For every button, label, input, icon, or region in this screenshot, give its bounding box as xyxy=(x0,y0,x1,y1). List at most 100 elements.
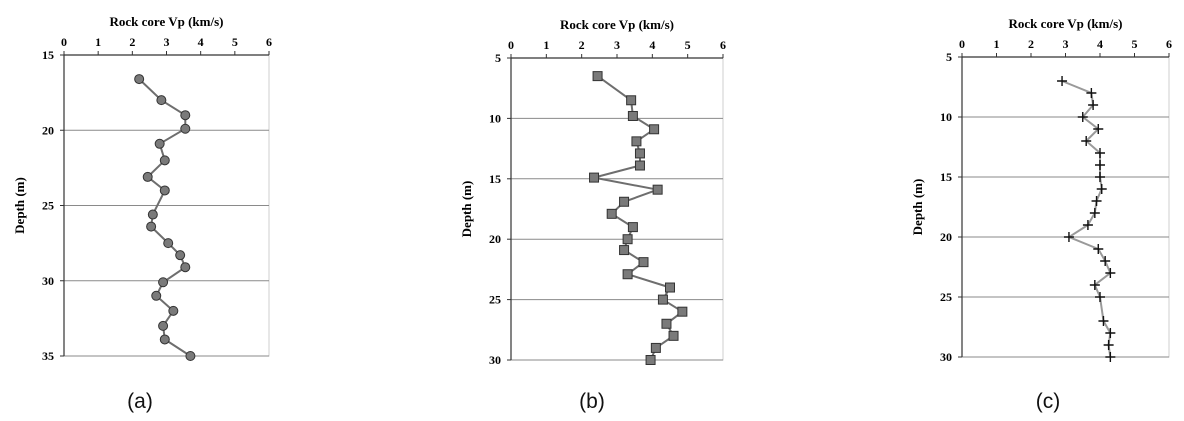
data-point xyxy=(1089,280,1100,290)
x-tick-label: 5 xyxy=(1132,37,1138,51)
data-point xyxy=(619,245,630,256)
y-tick-label: 10 xyxy=(940,110,952,124)
x-tick-label: 4 xyxy=(1097,37,1103,51)
x-tick-label: 6 xyxy=(266,35,272,49)
data-point xyxy=(1093,124,1104,134)
x-tick-label: 1 xyxy=(994,37,1000,51)
y-tick-label: 15 xyxy=(489,172,501,186)
series-line xyxy=(138,78,191,357)
y-tick-label: 10 xyxy=(489,111,501,125)
data-point xyxy=(1105,328,1116,338)
data-point xyxy=(1095,148,1105,158)
y-tick-label: 30 xyxy=(940,350,952,364)
data-point xyxy=(622,234,633,245)
data-point xyxy=(1093,244,1104,254)
y-tick-label: 5 xyxy=(495,51,501,65)
x-tick-label: 3 xyxy=(614,38,620,52)
data-point xyxy=(185,351,196,361)
y-tick-label: 30 xyxy=(489,353,501,367)
data-point xyxy=(668,330,679,341)
y-axis-title: Depth (m) xyxy=(12,177,27,234)
x-tick-label: 0 xyxy=(508,38,514,52)
data-point xyxy=(146,221,157,232)
data-point xyxy=(631,136,642,147)
data-point xyxy=(1089,208,1100,218)
data-point xyxy=(1103,340,1114,350)
data-point xyxy=(147,209,158,220)
x-tick-label: 3 xyxy=(164,35,170,49)
x-tick-label: 3 xyxy=(1063,37,1069,51)
data-point xyxy=(1095,292,1105,302)
data-point xyxy=(645,355,656,365)
data-point xyxy=(1091,196,1102,206)
data-point xyxy=(652,184,663,195)
y-tick-label: 20 xyxy=(42,123,54,137)
data-point xyxy=(634,160,645,171)
data-point xyxy=(1057,76,1068,86)
panel-label: (b) xyxy=(579,390,605,413)
data-point xyxy=(626,95,637,106)
data-point xyxy=(665,282,675,293)
data-point xyxy=(1077,112,1088,122)
data-point xyxy=(657,294,668,305)
data-point xyxy=(650,342,661,353)
data-point xyxy=(158,277,169,288)
x-tick-label: 4 xyxy=(649,38,655,52)
data-point xyxy=(1063,232,1074,242)
series-line xyxy=(1061,80,1112,358)
data-point xyxy=(1100,256,1111,266)
panel-label: (a) xyxy=(127,390,153,413)
y-axis-title: Depth (m) xyxy=(459,181,474,238)
data-point xyxy=(159,185,170,196)
data-point xyxy=(180,110,191,121)
data-point xyxy=(627,222,638,233)
data-point xyxy=(592,71,603,82)
data-point xyxy=(1096,184,1107,194)
data-point xyxy=(627,110,638,121)
data-point xyxy=(158,320,169,331)
y-tick-label: 25 xyxy=(940,290,952,304)
data-point xyxy=(168,305,179,316)
x-tick-label: 4 xyxy=(198,35,204,49)
data-point xyxy=(159,334,170,345)
plot-frame xyxy=(961,56,1170,358)
y-tick-label: 25 xyxy=(42,199,54,213)
y-tick-label: 25 xyxy=(489,293,501,307)
x-tick-label: 5 xyxy=(685,38,691,52)
x-tick-label: 2 xyxy=(129,35,135,49)
x-tick-label: 5 xyxy=(232,35,238,49)
data-point xyxy=(156,95,167,106)
data-point xyxy=(619,196,630,207)
data-point xyxy=(606,208,617,219)
data-point xyxy=(1105,352,1116,362)
chart-panel-3: 0 1 2 3 4 5 6 5 10 15 20 25 30 Rock core Vp (km/s) Dep… xyxy=(910,16,1172,413)
data-point xyxy=(134,74,145,85)
data-point xyxy=(142,171,153,182)
x-tick-label: 0 xyxy=(959,37,965,51)
data-point xyxy=(1086,88,1097,98)
data-point xyxy=(661,318,672,329)
y-tick-label: 35 xyxy=(42,349,54,363)
data-point xyxy=(1095,160,1105,170)
data-point xyxy=(1081,136,1092,146)
y-axis-title: Depth (m) xyxy=(910,179,925,236)
data-point xyxy=(649,124,660,135)
y-tick-label: 15 xyxy=(940,170,952,184)
data-point xyxy=(175,250,186,261)
data-point xyxy=(1088,100,1099,110)
data-point xyxy=(154,138,165,149)
panel-label: (c) xyxy=(1036,390,1061,413)
data-point xyxy=(180,123,191,134)
x-tick-label: 1 xyxy=(95,35,101,49)
data-point xyxy=(638,257,649,268)
data-point xyxy=(634,148,645,159)
data-point xyxy=(1105,268,1116,278)
data-point xyxy=(180,262,191,273)
x-tick-label: 0 xyxy=(61,35,67,49)
x-axis-title: Rock core Vp (km/s) xyxy=(560,17,674,32)
data-point xyxy=(1082,220,1093,230)
x-axis-title: Rock core Vp (km/s) xyxy=(110,14,224,29)
y-tick-label: 30 xyxy=(42,274,54,288)
data-point xyxy=(163,238,174,249)
